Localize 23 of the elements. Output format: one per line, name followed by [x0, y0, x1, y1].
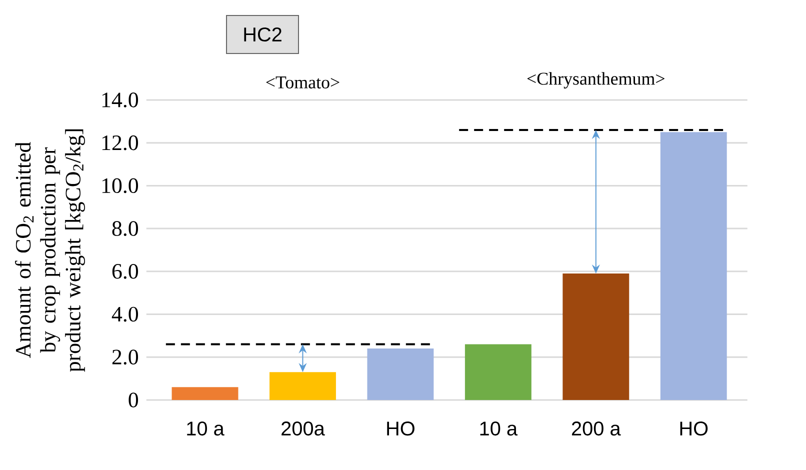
y-tick-label: 6.0 — [112, 264, 138, 279]
text: <Tomato> — [266, 76, 340, 88]
y-tick-label: 12.0 — [102, 135, 138, 150]
bar — [464, 344, 532, 400]
x-tick-label: HO — [680, 422, 708, 436]
text: <Chrysanthemum> — [527, 72, 664, 88]
y-tick-label: 8.0 — [112, 221, 138, 236]
bar — [367, 348, 434, 400]
x-tick-label: 10 a — [187, 422, 224, 436]
y-tick-label: 2.0 — [112, 350, 138, 365]
chart-title: HC2 — [244, 27, 282, 42]
y-tick-label: 0 — [128, 392, 138, 408]
x-tick-label: HO — [387, 422, 414, 436]
bar — [172, 387, 238, 400]
x-tick-label: 10 a — [480, 422, 518, 436]
bar — [270, 372, 336, 400]
y-tick-label: 10.0 — [102, 178, 138, 194]
bar — [660, 132, 727, 400]
y-tick-label: 4.0 — [112, 306, 138, 322]
x-tick-label: 200 a — [572, 422, 621, 436]
x-tick-label: 200a — [282, 422, 325, 436]
bar — [562, 274, 630, 400]
y-tick-label: 14.0 — [102, 92, 138, 108]
